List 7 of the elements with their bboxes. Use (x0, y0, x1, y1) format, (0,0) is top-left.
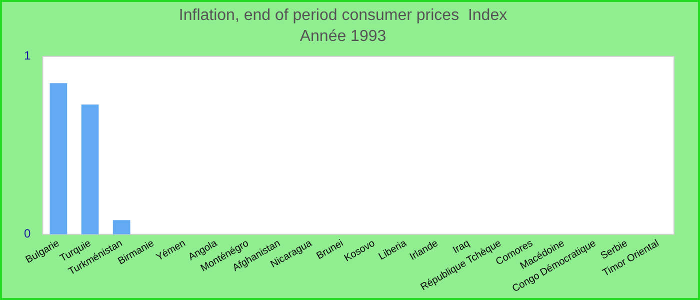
bar (112, 220, 130, 234)
chart-subtitle: Année 1993 (300, 28, 386, 46)
bar (81, 104, 99, 234)
y-tick-label: 0 (24, 226, 31, 241)
y-tick-label: 1 (24, 48, 31, 63)
bar (50, 83, 68, 234)
chart-title: Inflation, end of period consumer prices Index (178, 7, 508, 24)
